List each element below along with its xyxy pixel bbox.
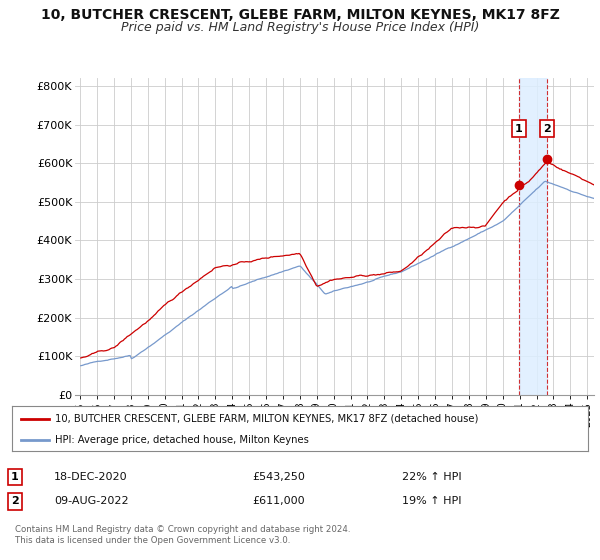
Text: 10, BUTCHER CRESCENT, GLEBE FARM, MILTON KEYNES, MK17 8FZ: 10, BUTCHER CRESCENT, GLEBE FARM, MILTON… xyxy=(41,8,559,22)
Text: £543,250: £543,250 xyxy=(252,472,305,482)
Text: 19% ↑ HPI: 19% ↑ HPI xyxy=(402,496,461,506)
Text: 2: 2 xyxy=(11,496,19,506)
Text: 18-DEC-2020: 18-DEC-2020 xyxy=(54,472,128,482)
Text: £611,000: £611,000 xyxy=(252,496,305,506)
Text: 1: 1 xyxy=(515,124,523,134)
Text: 22% ↑ HPI: 22% ↑ HPI xyxy=(402,472,461,482)
Text: 09-AUG-2022: 09-AUG-2022 xyxy=(54,496,128,506)
Text: Contains HM Land Registry data © Crown copyright and database right 2024.
This d: Contains HM Land Registry data © Crown c… xyxy=(15,525,350,545)
Text: Price paid vs. HM Land Registry's House Price Index (HPI): Price paid vs. HM Land Registry's House … xyxy=(121,21,479,34)
Bar xyxy=(519,78,547,395)
Text: 1: 1 xyxy=(11,472,19,482)
Text: 10, BUTCHER CRESCENT, GLEBE FARM, MILTON KEYNES, MK17 8FZ (detached house): 10, BUTCHER CRESCENT, GLEBE FARM, MILTON… xyxy=(55,413,479,423)
Text: HPI: Average price, detached house, Milton Keynes: HPI: Average price, detached house, Milt… xyxy=(55,435,309,445)
Text: 2: 2 xyxy=(543,124,551,134)
